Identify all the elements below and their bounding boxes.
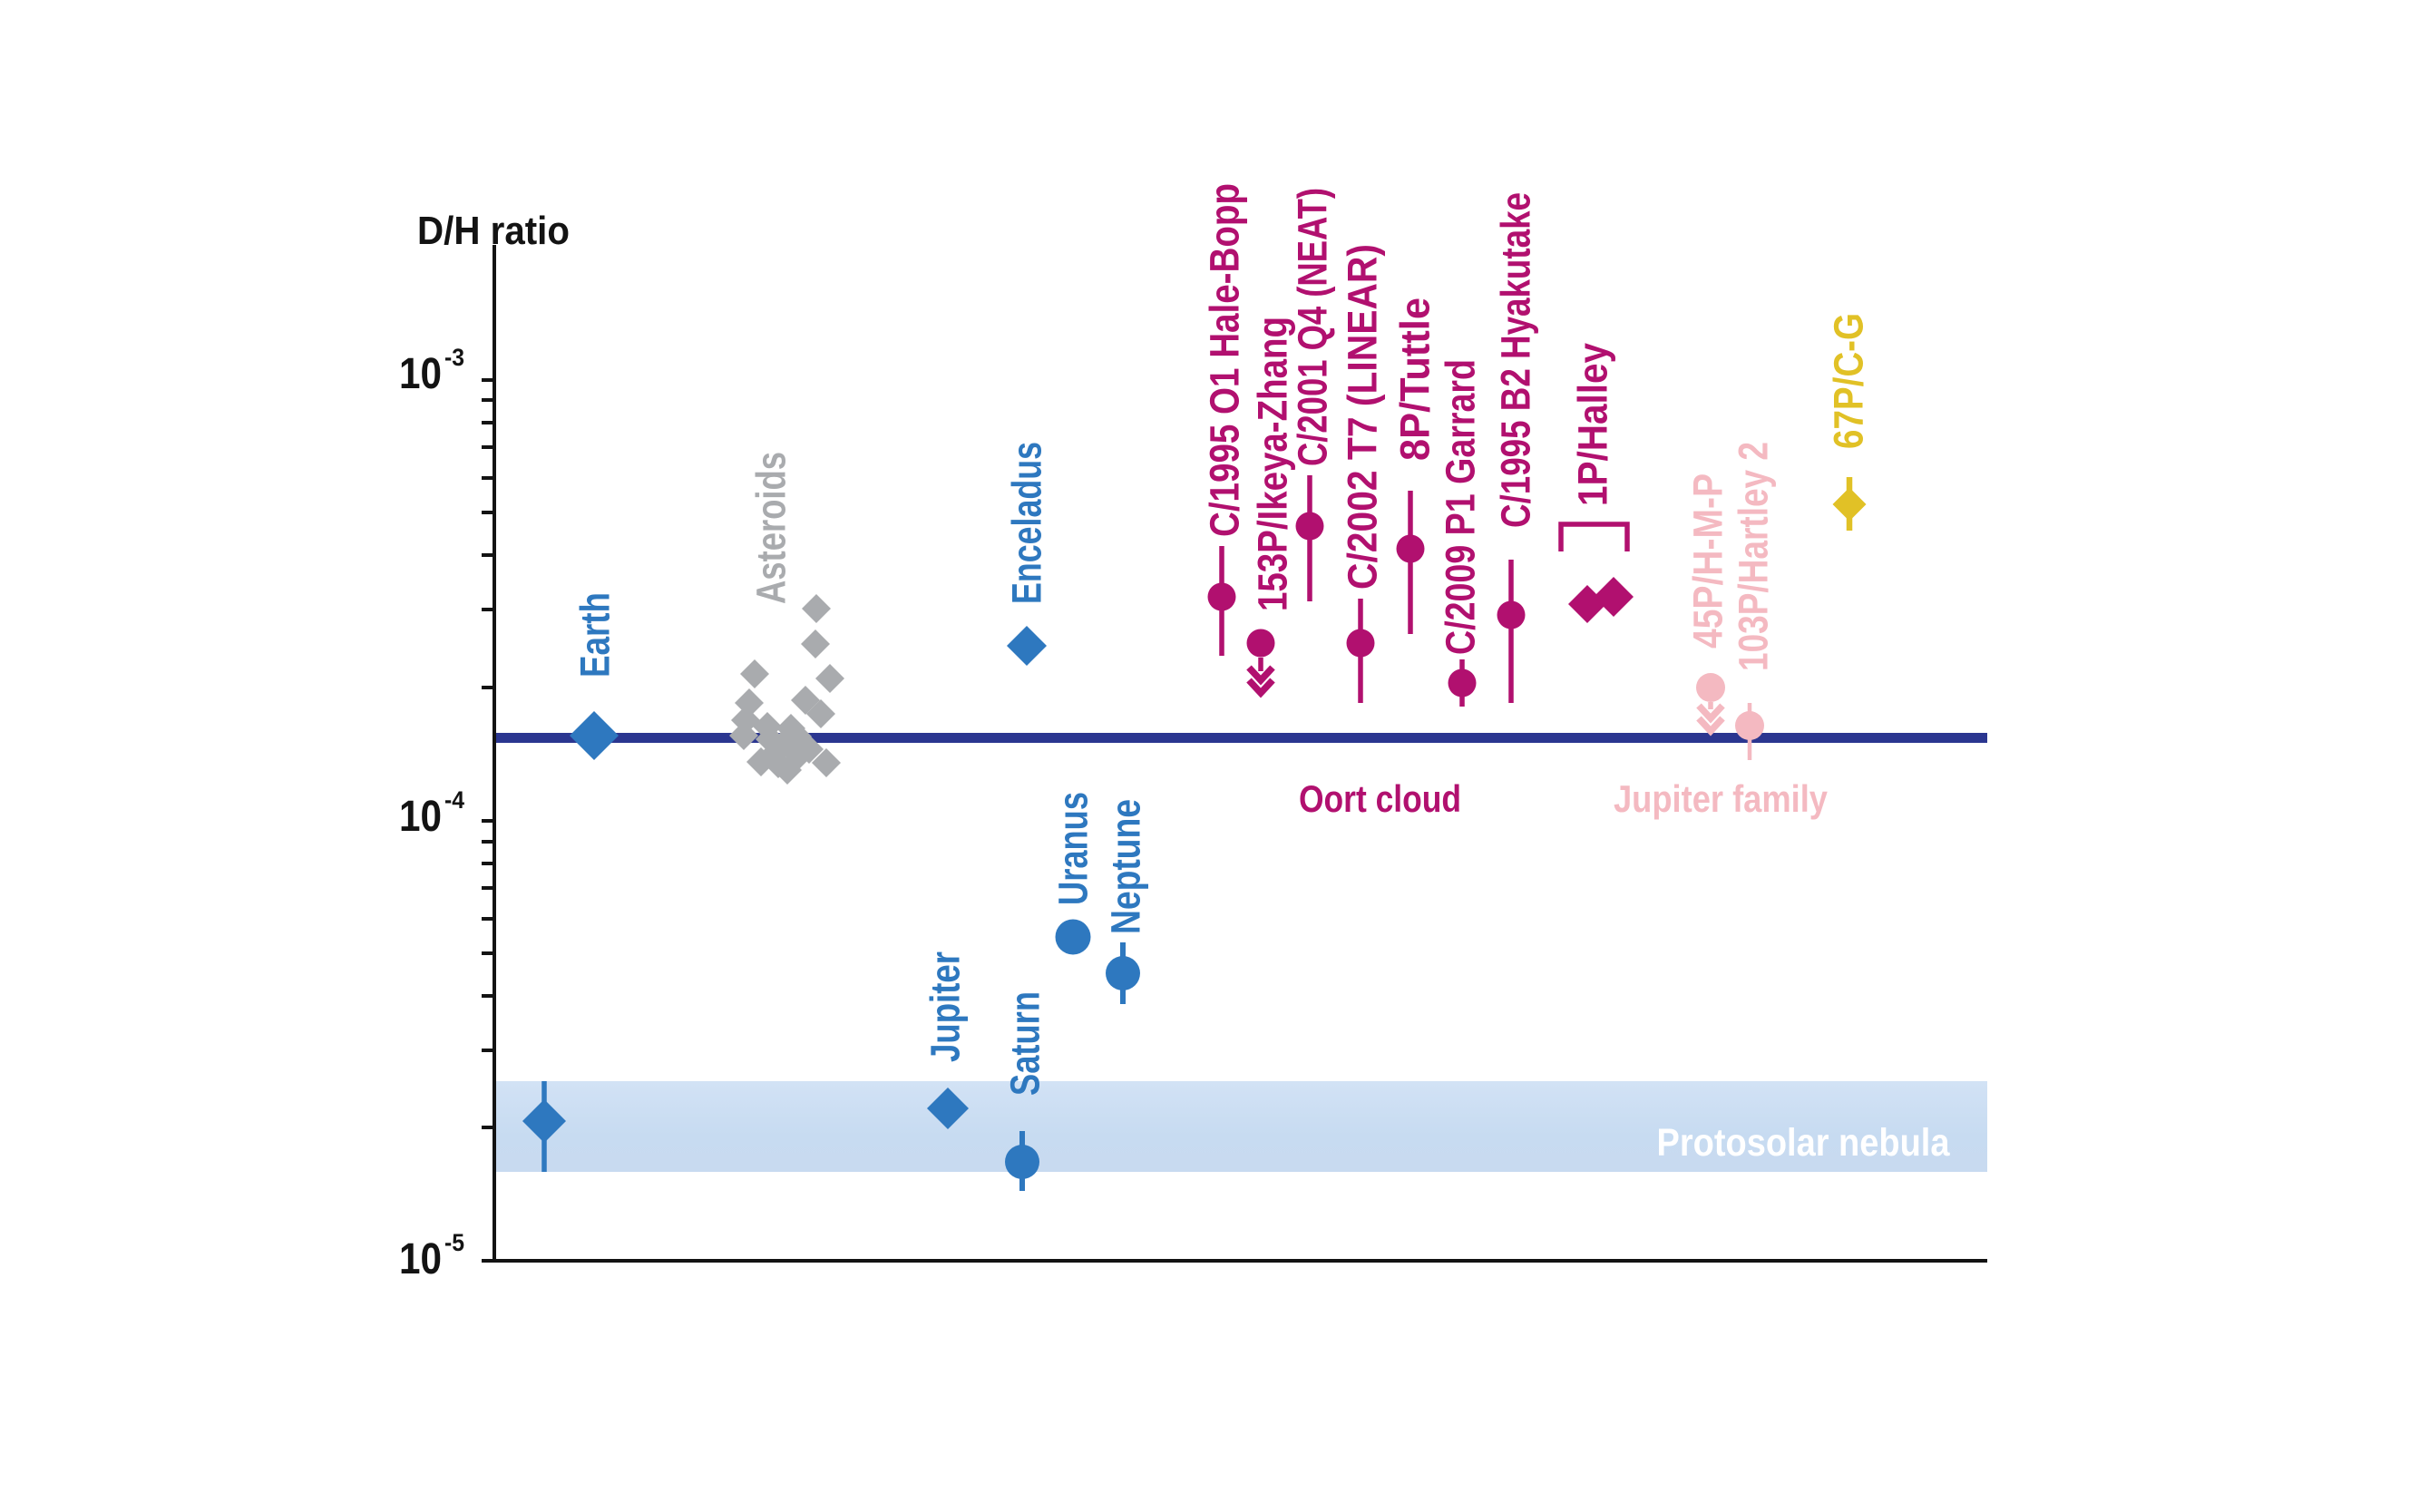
svg-text:153P/Ikeya-Zhang: 153P/Ikeya-Zhang bbox=[1250, 317, 1296, 611]
svg-text:Asteroids: Asteroids bbox=[748, 452, 795, 604]
svg-text:-5: -5 bbox=[444, 1229, 464, 1256]
svg-text:67P/C-G: 67P/C-G bbox=[1826, 313, 1872, 449]
svg-text:Earth: Earth bbox=[572, 592, 619, 678]
svg-text:C/1995 O1 Hale-Bopp: C/1995 O1 Hale-Bopp bbox=[1202, 183, 1248, 537]
svg-text:103P/Hartley 2: 103P/Hartley 2 bbox=[1731, 442, 1777, 671]
svg-text:C/1995 B2 Hyakutake: C/1995 B2 Hyakutake bbox=[1493, 192, 1539, 528]
svg-text:Jupiter: Jupiter bbox=[922, 951, 969, 1062]
svg-text:Neptune: Neptune bbox=[1103, 799, 1149, 934]
svg-text:Protosolar nebula: Protosolar nebula bbox=[1657, 1121, 1951, 1165]
svg-text:8P/Tuttle: 8P/Tuttle bbox=[1392, 298, 1439, 461]
svg-text:-4: -4 bbox=[444, 786, 464, 814]
svg-text:Uranus: Uranus bbox=[1050, 792, 1097, 905]
svg-text:1P/Halley: 1P/Halley bbox=[1570, 343, 1616, 506]
svg-text:10: 10 bbox=[399, 1235, 442, 1283]
svg-text:C/2001 Q4 (NEAT): C/2001 Q4 (NEAT) bbox=[1290, 188, 1336, 466]
svg-text:Jupiter family: Jupiter family bbox=[1614, 777, 1829, 820]
svg-text:C/2002 T7 (LINEAR): C/2002 T7 (LINEAR) bbox=[1340, 244, 1386, 590]
svg-text:-3: -3 bbox=[444, 344, 464, 371]
svg-text:45P/H-M-P: 45P/H-M-P bbox=[1685, 473, 1731, 649]
svg-text:D/H ratio: D/H ratio bbox=[417, 209, 570, 253]
svg-text:Oort cloud: Oort cloud bbox=[1299, 777, 1461, 820]
svg-text:Saturn: Saturn bbox=[1002, 991, 1049, 1096]
svg-text:Enceladus: Enceladus bbox=[1004, 442, 1050, 604]
svg-text:10: 10 bbox=[399, 793, 442, 841]
svg-text:10: 10 bbox=[399, 350, 442, 398]
svg-text:C/2009 P1 Garrard: C/2009 P1 Garrard bbox=[1438, 359, 1484, 655]
